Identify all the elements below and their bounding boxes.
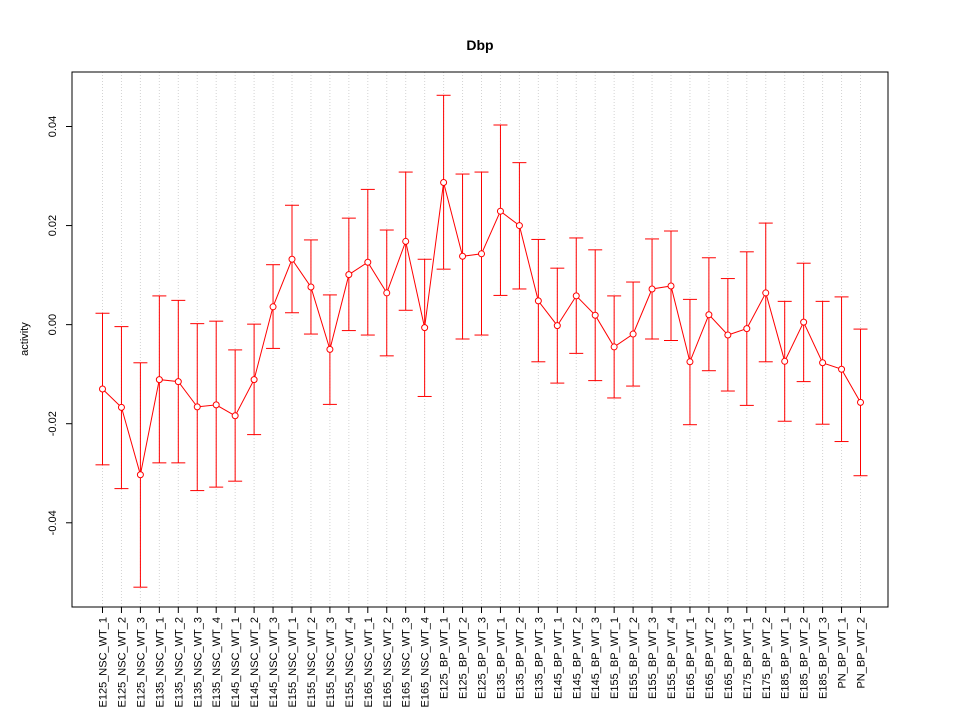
x-tick-label: E135_BP_WT_3 [533,617,545,699]
data-point [572,292,580,300]
data-point [610,343,618,351]
data-point [269,303,277,311]
chart-title: Dbp [466,37,493,53]
data-point [705,311,713,319]
data-point [800,318,808,326]
data-point [212,401,220,409]
x-tick-label: E165_NSC_WT_3 [401,617,413,708]
x-tick-label: E165_BP_WT_2 [704,617,716,699]
x-tick-label: E135_BP_WT_2 [514,617,526,699]
data-point [231,412,239,420]
x-tick-label: E165_BP_WT_3 [723,617,735,699]
x-tick-label: E125_BP_WT_1 [439,617,451,699]
x-tick-label: E155_NSC_WT_3 [325,617,337,708]
data-point [667,282,675,290]
data-point [781,357,789,365]
x-tick-label: E125_BP_WT_2 [458,617,470,699]
x-tick-label: E135_NSC_WT_4 [211,617,223,708]
data-point [421,324,429,332]
y-tick-label: 0.00 [47,314,59,335]
data-point [515,222,523,230]
plot-frame [71,71,889,608]
data-point [857,398,864,406]
x-tick-label: E155_BP_WT_4 [666,617,678,699]
data-point [648,285,656,293]
x-tick-label: E135_NSC_WT_3 [192,617,204,708]
x-tick-label: E135_NSC_WT_1 [154,617,166,708]
x-tick-label: E125_BP_WT_3 [477,617,489,699]
y-tick-label: 0.04 [47,116,59,137]
x-tick-label: E175_BP_WT_2 [761,617,773,699]
data-point [288,255,296,263]
y-axis: -0.04 -0.02 0.00 0.02 0.04 [47,116,72,535]
data-point [250,376,258,384]
x-tick-label: E165_NSC_WT_2 [382,617,394,708]
x-tick-label: E185_BP_WT_2 [799,617,811,699]
y-axis-label: activity [19,322,31,356]
data-point [99,385,106,393]
x-tick-label: E155_NSC_WT_1 [287,617,299,708]
x-tick-label: E155_BP_WT_1 [609,617,621,699]
data-point [496,207,504,215]
x-tick-label: E135_NSC_WT_2 [173,617,185,708]
data-point [383,289,391,297]
x-tick-label: PN_BP_WT_2 [856,617,868,689]
x-tick-label: E165_BP_WT_1 [685,617,697,699]
data-point [193,403,201,411]
x-tick-label: E155_BP_WT_3 [647,617,659,699]
data-point [743,325,751,333]
x-axis: E125_NSC_WT_1 E125_NSC_WT_2 E125_NSC_WT_3 E… [98,607,868,708]
data-point [326,345,334,353]
y-tick-label: -0.02 [47,411,59,436]
x-tick-label: E145_BP_WT_1 [552,617,564,699]
data-point [478,250,485,258]
data-point [819,359,827,367]
data-point [534,297,542,305]
x-tick-label: E185_BP_WT_1 [780,617,792,699]
data-point [364,258,372,266]
data-point [117,403,125,411]
x-tick-label: E145_BP_WT_3 [590,617,602,699]
x-tick-label: E185_BP_WT_3 [818,617,830,699]
x-tick-label: E145_NSC_WT_3 [268,617,280,708]
data-point [459,252,467,260]
x-tick-label: E175_BP_WT_1 [742,617,754,699]
x-tick-label: E155_BP_WT_2 [628,617,640,699]
x-tick-label: E165_NSC_WT_4 [420,617,432,708]
x-tick-label: E155_NSC_WT_4 [344,617,356,708]
data-point [402,237,410,245]
data-point [440,178,448,186]
x-tick-label: E165_NSC_WT_1 [363,617,375,708]
x-tick-label: E155_NSC_WT_2 [306,617,318,708]
data-points [99,178,864,479]
data-point [174,378,182,386]
y-tick-label: -0.04 [47,510,59,535]
data-point [838,365,846,373]
x-tick-label: E125_NSC_WT_3 [135,617,147,708]
data-point [155,376,163,384]
data-point [345,271,353,279]
data-point [724,331,732,339]
data-point [591,311,599,319]
x-tick-label: E135_BP_WT_1 [495,617,507,699]
data-point [686,358,694,366]
x-tick-label: PN_BP_WT_1 [837,617,849,689]
x-tick-label: E145_NSC_WT_1 [230,617,242,708]
x-tick-label: E125_NSC_WT_2 [116,617,128,708]
data-point [553,322,561,330]
data-point [307,283,315,291]
y-tick-label: 0.02 [47,215,59,236]
x-tick-label: E125_NSC_WT_1 [98,617,110,708]
data-point [762,289,770,297]
x-tick-label: E145_BP_WT_2 [571,617,583,699]
data-point [136,471,144,479]
x-tick-label: E145_NSC_WT_2 [249,617,261,708]
data-point [629,330,637,338]
